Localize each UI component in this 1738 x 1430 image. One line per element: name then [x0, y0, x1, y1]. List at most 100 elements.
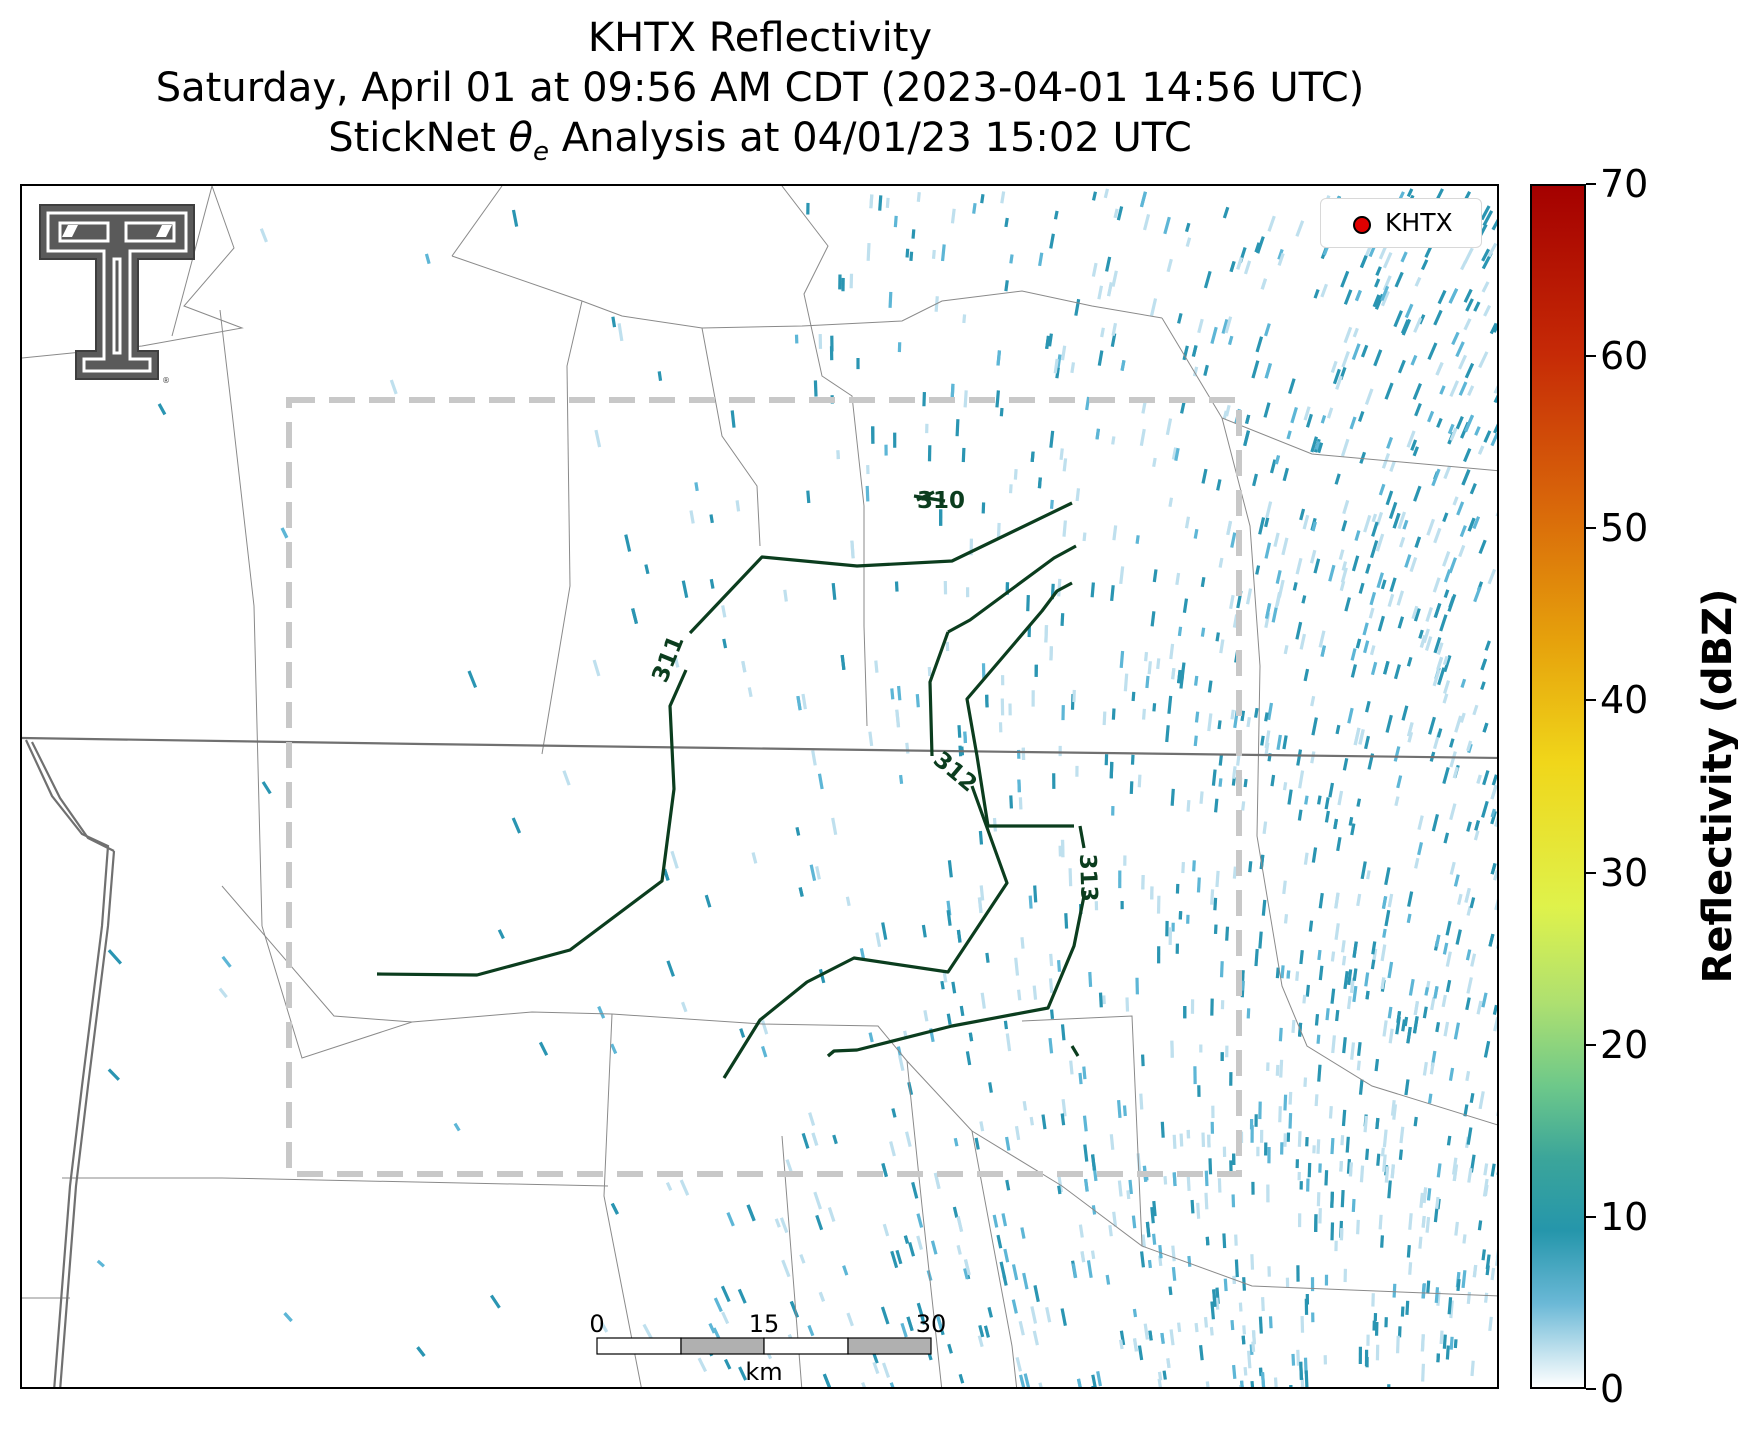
echo-gate [1137, 774, 1142, 788]
echo-gate [1220, 1000, 1225, 1010]
echo-gate [1487, 242, 1497, 258]
echo-gate [1378, 483, 1386, 496]
echo-gate [916, 1302, 925, 1320]
echo-gate [980, 194, 985, 204]
echo-gate [1324, 797, 1330, 810]
echo-gate [1222, 1233, 1227, 1249]
echo-gate [1266, 1062, 1270, 1072]
echo-gate [1404, 303, 1414, 319]
echo-gate [1299, 1361, 1304, 1380]
echo-gate [1376, 1153, 1381, 1166]
echo-gate [1398, 536, 1406, 548]
echo-gate [1343, 326, 1353, 344]
echo-gate [884, 444, 888, 456]
echo-gate [1381, 895, 1388, 909]
colorbar-tick-label-60: 60 [1600, 334, 1649, 379]
echo-gate [831, 582, 837, 600]
echo-gate [610, 1202, 619, 1215]
echo-gate [1413, 608, 1421, 622]
echo-gate [1481, 248, 1491, 262]
echo-gate [866, 243, 871, 261]
echo-gate [1452, 496, 1459, 506]
echo-gate [1017, 779, 1021, 793]
echo-gate [1258, 931, 1263, 949]
echo-gate [795, 826, 801, 836]
echo-gate [218, 987, 228, 999]
echo-gate [1222, 1146, 1227, 1157]
echo-gate [1382, 1129, 1388, 1148]
echo-gate [1332, 368, 1341, 385]
echo-gate [1304, 1298, 1309, 1315]
echo-gate [1203, 364, 1209, 376]
echo-gate [1320, 283, 1329, 298]
echo-gate [1084, 1178, 1089, 1192]
echo-gate [1032, 985, 1038, 1000]
echo-gate [1445, 951, 1452, 967]
echo-gate [1405, 1300, 1410, 1315]
echo-gate [1169, 643, 1175, 660]
echo-gate [1380, 290, 1390, 307]
echo-gate [1260, 1372, 1266, 1387]
echo-gate [1045, 335, 1051, 350]
echo-gate [617, 323, 624, 342]
echo-gate [1417, 815, 1424, 830]
echo-gate [1143, 1323, 1149, 1340]
echo-gate [1314, 440, 1321, 451]
echo-gate [1424, 987, 1429, 996]
echo-gate [897, 342, 902, 353]
echo-gate [947, 1343, 953, 1354]
colorbar-tick-label-40: 40 [1600, 678, 1649, 723]
echo-gate [1480, 681, 1486, 690]
echo-gate [1441, 994, 1447, 1008]
echo-gate [1356, 893, 1362, 907]
echo-gate [1199, 1345, 1204, 1361]
echo-gate [1203, 270, 1212, 289]
echo-gate [1453, 1339, 1458, 1349]
echo-gate [1436, 642, 1444, 655]
echo-gate [1476, 1000, 1483, 1015]
echo-gate [1427, 342, 1438, 361]
echo-gate [1280, 1142, 1284, 1155]
echo-gate [953, 1137, 959, 1147]
echo-gate [1424, 636, 1433, 651]
echo-gate [1369, 540, 1379, 559]
radar-map[interactable]: 310 311 312 313 0 15 30 km [20, 184, 1499, 1389]
echo-gate [958, 1373, 965, 1384]
echo-gate [1461, 1270, 1467, 1289]
echo-gate [1166, 258, 1173, 273]
echo-gate [1445, 1345, 1450, 1360]
echo-gate [1478, 351, 1489, 369]
echo-gate [1406, 430, 1416, 448]
echo-gate [1141, 1234, 1146, 1248]
colorbar-tick-label-50: 50 [1600, 506, 1649, 551]
echo-gate [1456, 1279, 1461, 1292]
echo-gate [1176, 669, 1182, 684]
echo-gate [1360, 344, 1369, 358]
echo-gate [1069, 1060, 1074, 1075]
echo-gate [1356, 1060, 1361, 1071]
echo-gate [1190, 999, 1195, 1014]
echo-gate [1049, 233, 1055, 249]
echo-gate [1045, 1306, 1052, 1323]
echo-gate [1435, 188, 1444, 201]
echo-gate [1071, 1263, 1078, 1279]
echo-gate [1139, 1093, 1144, 1110]
echo-gate [1163, 216, 1171, 235]
echo-gate [1406, 722, 1414, 737]
echo-gate [1358, 1079, 1364, 1095]
echo-gate [979, 1121, 985, 1132]
echo-gate [1295, 621, 1303, 640]
echo-gate [1428, 716, 1436, 735]
echo-gate [1342, 1037, 1347, 1054]
echo-gate [811, 750, 817, 766]
contour-label-310: 310 [917, 488, 965, 514]
echo-gate [1274, 455, 1281, 465]
echo-gate [1060, 839, 1065, 858]
echo-gate [1263, 402, 1271, 418]
echo-gate [1097, 350, 1104, 366]
echo-gate [979, 885, 985, 901]
echo-gate [1022, 1272, 1029, 1290]
echo-gate [1313, 558, 1321, 574]
echo-gate [1142, 214, 1151, 231]
echo-gate [1455, 341, 1465, 358]
